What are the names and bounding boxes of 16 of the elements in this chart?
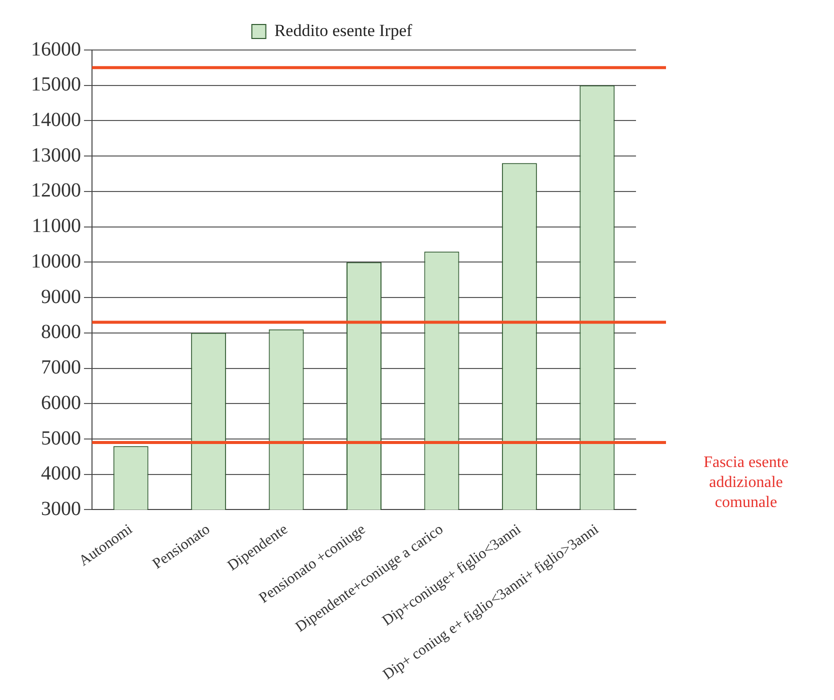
legend-label: Reddito esente Irpef: [274, 20, 413, 40]
y-tick-label: 16000: [31, 38, 81, 60]
y-tick-label: 11000: [32, 215, 81, 238]
y-tick-label: 10000: [31, 250, 81, 272]
y-tick-label: 13000: [31, 144, 81, 166]
y-tick-label: 8000: [41, 321, 81, 344]
y-tick-label: 12000: [31, 180, 81, 202]
y-tick-label: 5000: [41, 427, 81, 450]
y-tick-label: 9000: [41, 286, 81, 308]
y-tick-label: 3000: [41, 498, 81, 520]
y-tick-label: 7000: [41, 356, 81, 379]
y-tick-label: 4000: [41, 462, 81, 485]
text: Fascia esente addizionale comunale: [704, 454, 788, 511]
y-tick-label: 14000: [31, 108, 81, 131]
y-tick-label: 15000: [31, 74, 81, 96]
y-tick-label: 6000: [41, 392, 81, 414]
